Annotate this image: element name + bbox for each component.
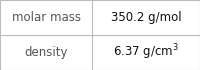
Text: 6.37 g/cm$^3$: 6.37 g/cm$^3$ [113, 43, 179, 62]
Text: density: density [24, 46, 68, 59]
Text: molar mass: molar mass [12, 11, 80, 24]
Text: 350.2 g/mol: 350.2 g/mol [111, 11, 181, 24]
